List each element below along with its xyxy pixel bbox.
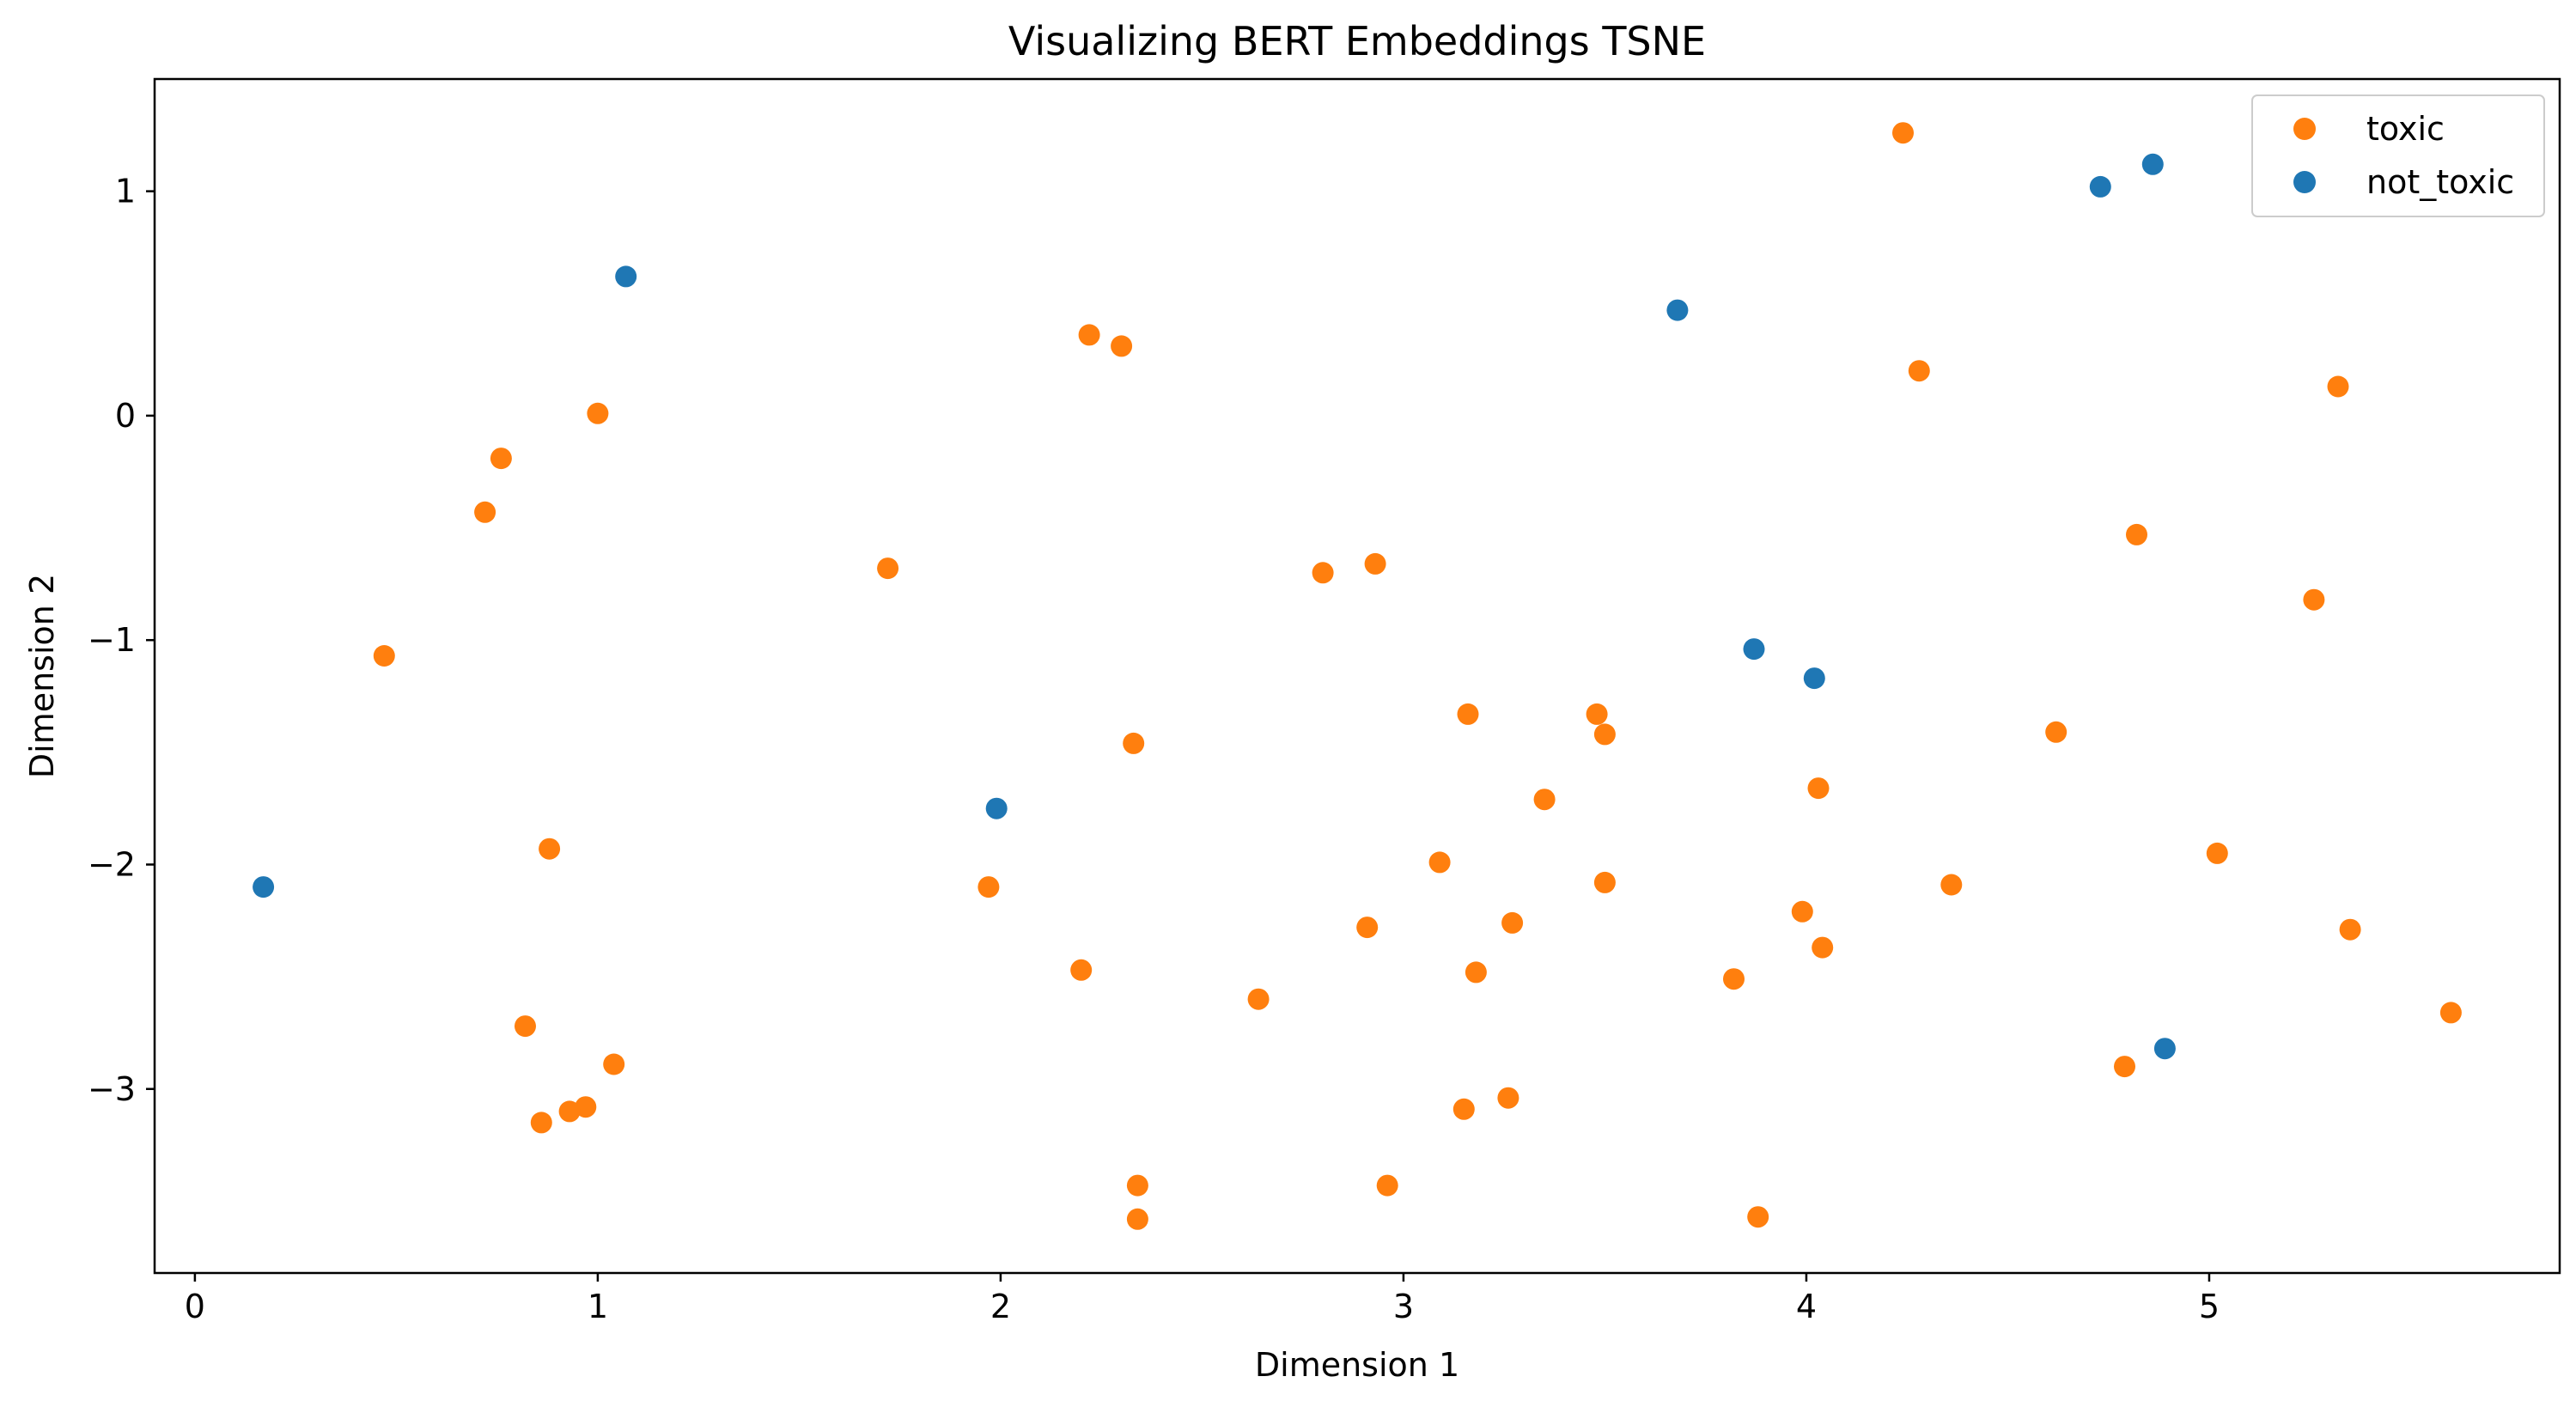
point-toxic-31 [2339,918,2361,941]
point-not-toxic-7 [253,876,275,898]
point-toxic-11 [2126,523,2147,545]
point-toxic-47 [1376,1174,1398,1197]
point-toxic-12 [2303,588,2325,611]
point-toxic-27 [1791,900,1813,923]
point-toxic-29 [1356,917,1379,939]
x-tick-label: 2 [990,1288,1011,1325]
point-toxic-34 [1723,968,1745,990]
y-axis: 1 0 −1 −2 −3 [88,173,155,1108]
point-toxic-5 [587,402,609,424]
point-toxic-28 [1812,936,1834,959]
point-not-toxic-5 [1803,667,1825,690]
y-axis-label: Dimension 2 [23,574,61,778]
point-toxic-25 [1940,874,1963,896]
point-toxic-42 [530,1112,552,1134]
point-not-toxic-8 [2153,1038,2176,1060]
point-toxic-7 [474,501,496,523]
point-toxic-26 [2206,842,2228,864]
legend: toxic not_toxic [2251,94,2545,217]
point-toxic-8 [877,557,899,580]
x-axis-label: Dimension 1 [1255,1346,1459,1384]
x-tick-label: 4 [1796,1288,1817,1325]
point-toxic-48 [1747,1206,1769,1228]
point-not-toxic-3 [1666,299,1689,321]
point-toxic-17 [1593,723,1616,746]
point-toxic-4 [1111,335,1133,357]
point-toxic-13 [373,645,395,667]
point-toxic-30 [1501,911,1524,934]
y-tick-label: −1 [88,621,136,659]
point-toxic-33 [1465,961,1487,984]
chart-title: Visualizing BERT Embeddings TSNE [1008,18,1706,64]
point-not-toxic-0 [2141,153,2164,175]
point-toxic-43 [1452,1098,1475,1120]
x-tick-label: 5 [2199,1288,2220,1325]
legend-box [2251,94,2545,217]
point-toxic-22 [977,876,1000,898]
point-toxic-9 [1312,562,1334,584]
point-toxic-36 [2439,1002,2462,1024]
point-toxic-6 [490,448,512,470]
point-toxic-44 [1497,1087,1519,1109]
x-tick-label: 0 [185,1288,205,1325]
point-toxic-46 [1126,1208,1148,1230]
point-toxic-16 [1586,703,1608,725]
legend-marker-toxic [2293,118,2316,140]
legend-label-not-toxic: not_toxic [2366,163,2514,201]
y-tick-label: −3 [88,1070,136,1108]
point-toxic-39 [2114,1056,2135,1078]
x-tick-label: 3 [1393,1288,1414,1325]
legend-label-toxic: toxic [2366,110,2445,148]
point-toxic-41 [558,1100,581,1123]
point-toxic-24 [1593,871,1616,893]
y-tick-label: −2 [88,845,136,883]
point-not-toxic-1 [2089,175,2111,198]
point-toxic-23 [1428,851,1451,874]
point-toxic-20 [1807,777,1830,800]
points-layer [253,122,2462,1230]
point-toxic-32 [1070,959,1093,981]
point-not-toxic-2 [615,265,637,288]
point-toxic-18 [2045,721,2067,743]
x-axis: 0 1 2 3 4 5 [185,1273,2220,1325]
point-toxic-21 [539,838,561,860]
point-toxic-14 [1123,732,1145,754]
plot-frame [153,77,2561,1275]
point-toxic-0 [1892,122,1914,144]
point-not-toxic-4 [1743,638,1765,661]
legend-marker-not-toxic [2293,171,2316,193]
point-toxic-2 [2327,375,2349,398]
point-toxic-35 [1247,988,1270,1010]
y-tick-label: 1 [115,173,136,210]
point-toxic-45 [1126,1174,1148,1197]
point-not-toxic-6 [985,797,1008,819]
point-toxic-3 [1078,324,1100,346]
y-tick-label: 0 [115,397,136,435]
point-toxic-37 [515,1015,536,1038]
point-toxic-15 [1457,703,1479,725]
x-tick-label: 1 [588,1288,608,1325]
point-toxic-10 [1364,552,1386,575]
point-toxic-19 [1533,789,1556,811]
point-toxic-1 [1908,360,1930,382]
point-toxic-38 [603,1053,625,1075]
